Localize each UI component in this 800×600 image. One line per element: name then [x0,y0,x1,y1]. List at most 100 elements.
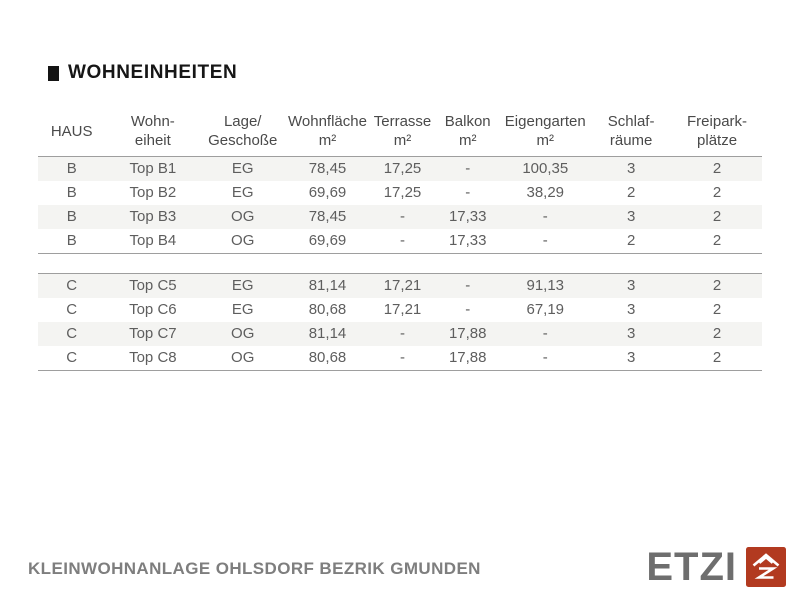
column-header-wohneinheit: Wohn- eiheit [105,110,201,158]
cell-terrasse: 17,25 [383,160,422,178]
cell-haus: B [38,229,106,255]
table-row: B Top B4 OG 69,69-17,33-2 2 [38,229,762,255]
cell-lage-geschosse: EG [231,184,254,202]
cell-eigengarten: - [542,325,548,343]
cell-balkon: 17,88 [435,346,501,372]
cell-balkon: - [465,301,471,319]
cell-eigengarten: - [500,346,591,372]
cell-eigengarten: 38,29 [526,184,565,202]
cell-balkon: 17,88 [448,325,487,343]
cell-wohneinheit: Top C8 [105,346,201,372]
cell-schlafraeume: 3 [626,301,636,319]
cell-eigengarten: 67,19 [526,301,565,319]
cell-balkon: 17,33 [448,208,487,226]
cell-freiparkplaetze: 2 [672,229,762,255]
cell-terrasse: 17,25 [383,184,422,202]
cell-haus: B [66,184,77,202]
section-gap [38,253,762,274]
footer-project-label: KLEINWOHNANLAGE OHLSDORF BEZRIK GMUNDEN [28,559,481,578]
column-header-freiparkplaetze: Freipark- plätze [672,110,762,158]
cell-eigengarten: 100,35 [522,160,569,178]
cell-freiparkplaetze: 2 [712,325,722,343]
cell-freiparkplaetze: 2 [672,273,762,299]
cell-haus: C [38,346,106,372]
column-header-schlafraeume: Schlaf- räume [590,110,673,158]
column-header-terrasse: Terrasse m² [369,110,436,158]
cell-balkon: - [465,184,471,202]
cell-eigengarten: - [500,229,591,255]
cell-schlafraeume: 2 [590,229,673,255]
logo-roof-outline [752,553,780,567]
etzi-house-icon [746,547,786,587]
cell-wohnflaeche: 80,68 [285,346,370,372]
cell-eigengarten: - [542,208,548,226]
cell-schlafraeume: 3 [626,160,636,178]
section-haus-c: C Top C5 EG 81,14 17,21-91,13 3 2 C Top C6 EG 80,6… [38,273,762,372]
cell-wohneinheit: Top B1 [129,160,177,178]
cell-wohnflaeche: 78,45 [308,160,347,178]
cell-schlafraeume: 3 [626,208,636,226]
cell-wohnflaeche: 78,45 [308,208,347,226]
cell-balkon: - [465,160,471,178]
cell-freiparkplaetze: 2 [712,184,722,202]
logo-inner-roof [758,556,774,564]
cell-freiparkplaetze: 2 [712,208,722,226]
cell-freiparkplaetze: 2 [712,160,722,178]
cell-wohneinheit: Top C7 [129,325,177,343]
cell-wohneinheit: Top B2 [129,184,177,202]
page-title-text: WOHNEINHEITEN [68,62,238,83]
cell-schlafraeume: 3 [590,346,673,372]
cell-lage-geschosse: OG [231,325,255,343]
cell-lage-geschosse: OG [231,208,255,226]
cell-schlafraeume: 2 [626,184,636,202]
cell-freiparkplaetze: 2 [712,301,722,319]
cell-terrasse: 17,21 [383,301,422,319]
cell-wohneinheit: Top C6 [129,301,177,319]
table-row: C Top C8 OG 80,68-17,88-3 2 [38,346,762,372]
table-row: B Top B1 EG 78,45 17,25 - 100,35 3 2 [38,156,762,182]
cell-wohneinheit: Top B3 [129,208,177,226]
cell-lage-geschosse: OG [200,346,286,372]
column-header-eigengarten: Eigengarten m² [500,110,591,158]
column-header-lage-geschosse: Lage/ Geschoße [200,110,286,158]
title-bullet-icon [48,65,59,81]
logo-square [746,547,786,587]
cell-wohnflaeche: 81,14 [308,325,347,343]
brand-logo: ETZI [646,547,786,587]
cell-balkon: 17,33 [435,229,501,255]
cell-haus: B [66,208,77,226]
page-title: WOHNEINHEITEN [48,62,237,84]
column-header-wohnflaeche: Wohnfläche m² [285,110,370,158]
cell-lage-geschosse: EG [231,160,254,178]
cell-lage-geschosse: OG [200,229,286,255]
cell-terrasse: - [369,346,436,372]
cell-wohnflaeche: 81,14 [285,273,370,299]
cell-wohnflaeche: 80,68 [308,301,347,319]
section-haus-b: B Top B1 EG 78,45 17,25 - 100,35 3 2 B Top B2 EG 69,… [38,156,762,255]
table-row: B Top B2 EG 69,69 17,25 - 38,29 2 2 [38,181,762,205]
column-header-balkon: Balkon m² [435,110,501,158]
brand-wordmark: ETZI [646,545,737,589]
cell-freiparkplaetze: 2 [672,346,762,372]
cell-eigengarten: 91,13 [500,273,591,299]
cell-terrasse: - [400,208,405,226]
cell-haus: C [38,273,106,299]
cell-haus: C [66,325,78,343]
cell-terrasse: 17,21 [369,273,436,299]
cell-schlafraeume: 3 [626,325,636,343]
cell-schlafraeume: 3 [590,273,673,299]
cell-lage-geschosse: EG [200,273,286,299]
cell-wohnflaeche: 69,69 [285,229,370,255]
cell-terrasse: - [369,229,436,255]
cell-haus: C [66,301,78,319]
cell-wohneinheit: Top B4 [105,229,201,255]
units-table-header-row: HAUS Wohn- eiheit Lage/ Geschoße Wohnfläche… [38,110,762,158]
cell-lage-geschosse: EG [231,301,254,319]
cell-wohneinheit: Top C5 [105,273,201,299]
table-row: B Top B3 OG 78,45 - 17,33 - 3 2 [38,205,762,230]
cell-wohnflaeche: 69,69 [308,184,347,202]
column-header-haus: HAUS [38,110,106,158]
table-row: C Top C5 EG 81,14 17,21-91,13 3 2 [38,273,762,299]
table-row: C Top C7 OG 81,14 - 17,88 - 3 2 [38,322,762,347]
